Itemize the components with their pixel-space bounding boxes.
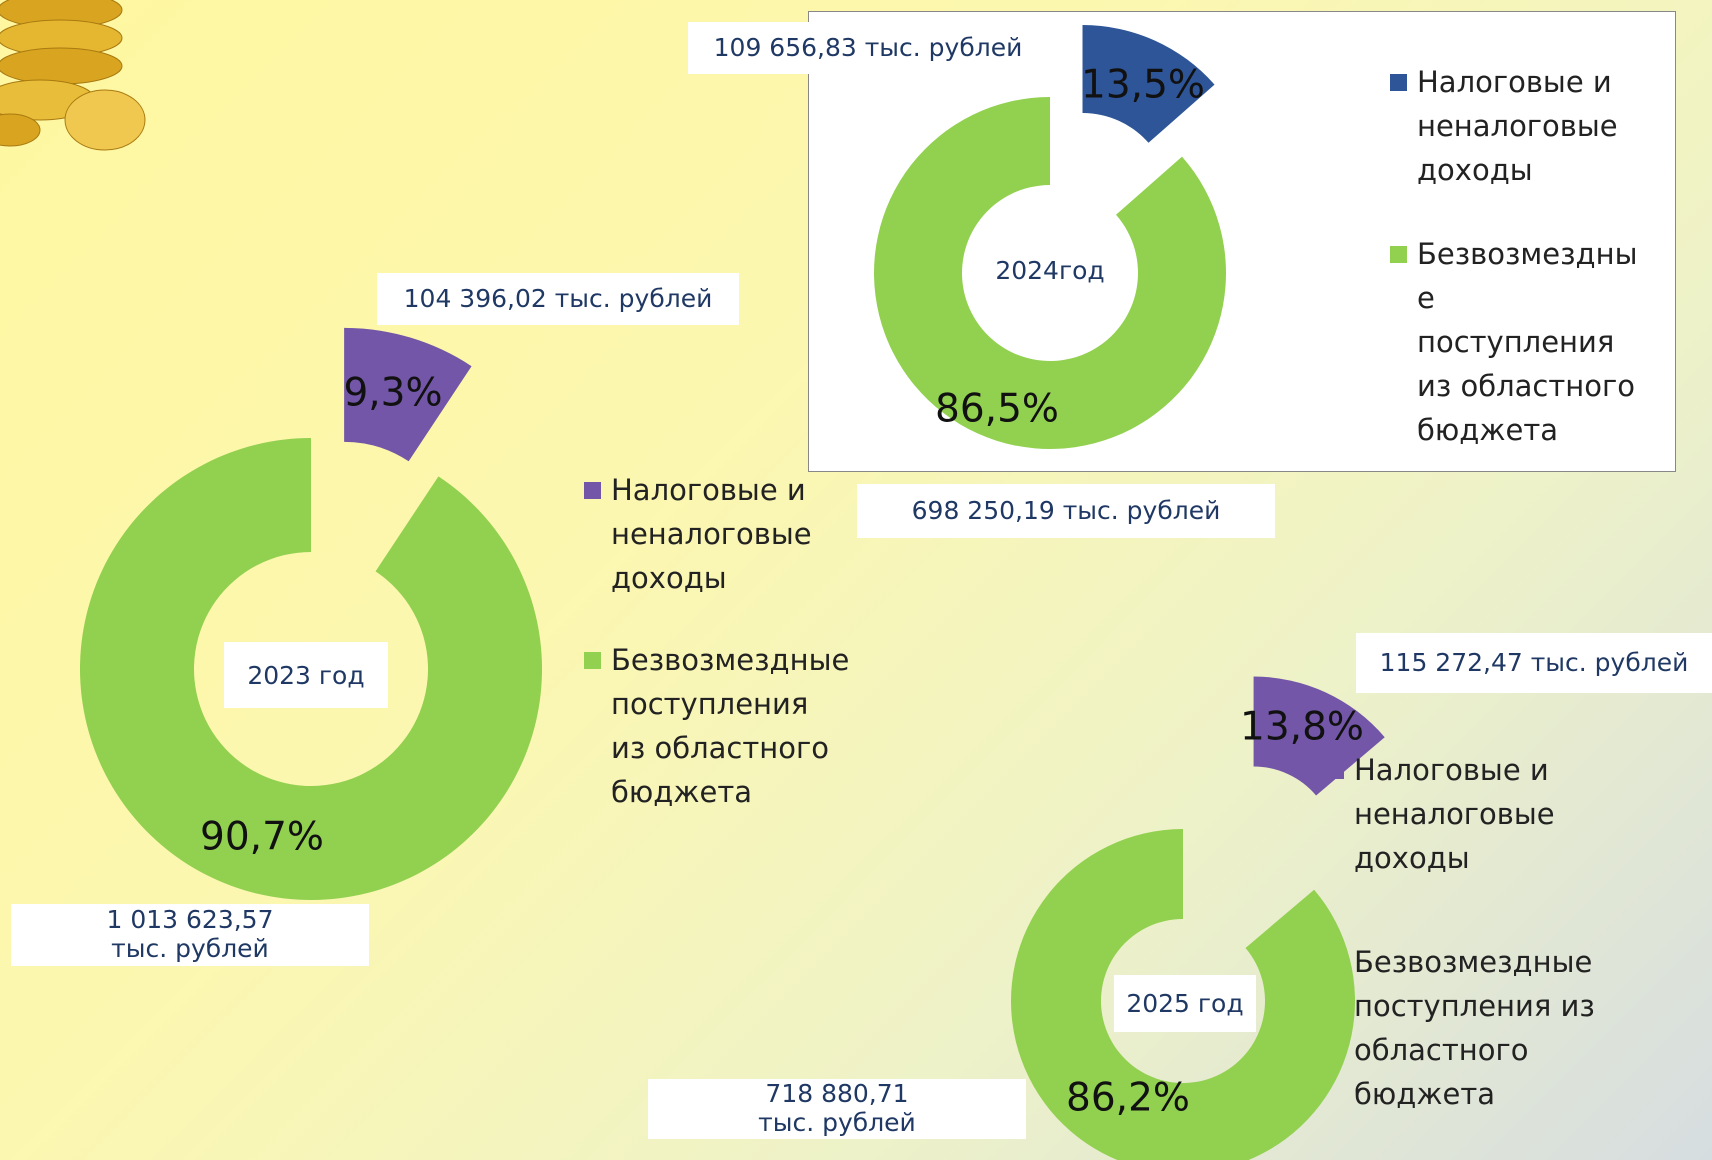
legend-marker [1390,246,1407,263]
legend-entry: Безвозмездные поступления из областного … [1390,232,1638,452]
legend-marker [584,652,601,669]
legend-entry: Налоговые и неналоговые доходы [584,468,849,600]
percent-label: 86,5% [935,387,1059,432]
percent-label: 86,2% [1066,1076,1190,1121]
percent-label: 9,3% [343,371,442,416]
legend-marker [1327,954,1344,971]
coins-decoration [0,0,146,151]
legend-label: Налоговые и неналоговые доходы [1354,753,1555,875]
legend-entry: Налоговые и неналоговые доходы [1327,748,1597,880]
legend-label: Безвозмездные поступления из областного … [1354,945,1595,1111]
legend-marker [584,482,601,499]
donut-slice [1253,676,1385,796]
center-title: 2025 год [1114,975,1256,1032]
donut-slice [344,327,472,462]
donut-slice [79,438,542,900]
donut-slice [874,97,1226,449]
legend: Налоговые и неналоговые доходы Безвозмезд… [1327,748,1597,1160]
center-title: 2024год [995,255,1105,285]
legend-label: Налоговые и неналоговые доходы [1417,65,1618,187]
legend-marker [1327,762,1344,779]
amount-label: 104 396,02 тыс. рублей [377,273,739,325]
amount-label: 115 272,47 тыс. рублей [1356,633,1712,693]
donut-slice [1082,24,1215,143]
legend-entry: Налоговые и неналоговые доходы [1390,60,1638,192]
center-title: 2023 год [224,642,388,708]
amount-label: 109 656,83 тыс. рублей [688,22,1048,74]
legend-label: Безвозмездные поступления из областного … [611,643,850,809]
legend-entry: Безвозмездные поступления из областного … [584,638,849,814]
legend-entry: Безвозмездные поступления из областного … [1327,940,1597,1116]
amount-label: 718 880,71 тыс. рублей [648,1079,1026,1139]
legend-label: Безвозмездные поступления из областного … [1417,237,1638,447]
amount-label: 1 013 623,57 тыс. рублей [11,904,369,966]
legend-label: Налоговые и неналоговые доходы [611,473,812,595]
donut-slice [1011,829,1355,1160]
percent-label: 13,5% [1081,63,1205,108]
amount-label: 698 250,19 тыс. рублей [857,484,1275,538]
percent-label: 90,7% [200,815,324,860]
legend: Налоговые и неналоговые доходы Безвозмезд… [1390,60,1638,492]
legend-marker [1390,74,1407,91]
legend: Налоговые и неналоговые доходы Безвозмезд… [584,468,849,852]
percent-label: 13,8% [1240,705,1364,750]
